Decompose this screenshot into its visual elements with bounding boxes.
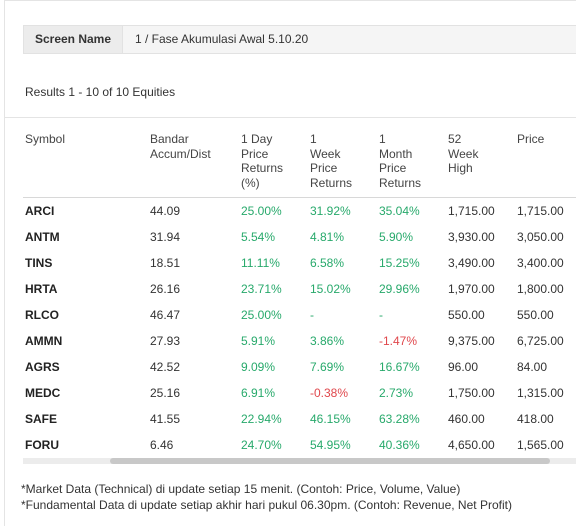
- cell-symbol[interactable]: HRTA: [25, 282, 58, 296]
- cell-bandar: 6.46: [150, 438, 174, 452]
- screen-name-label: Screen Name: [24, 26, 123, 53]
- cell-1day-return: 25.00%: [241, 308, 282, 322]
- cell-symbol[interactable]: ANTM: [25, 230, 60, 244]
- cell-1day-return: 11.11%: [241, 256, 280, 270]
- cell-1month-return: 2.73%: [379, 386, 414, 400]
- header-symbol[interactable]: Symbol: [25, 132, 66, 146]
- header-bandar[interactable]: Bandar Accum/Dist: [150, 132, 211, 161]
- section-divider: [4, 117, 576, 118]
- cell-1month-return: 16.67%: [379, 360, 420, 374]
- cell-1week-return: 7.69%: [310, 360, 345, 374]
- cell-1week-return: 4.81%: [310, 230, 345, 244]
- header-1week-return[interactable]: 1 Week Price Returns: [310, 132, 353, 190]
- cell-1week-return: 3.86%: [310, 334, 345, 348]
- cell-52week-high: 4,650.00: [448, 438, 495, 452]
- cell-symbol[interactable]: RLCO: [25, 308, 59, 322]
- cell-52week-high: 1,750.00: [448, 386, 495, 400]
- cell-1week-return: 15.02%: [310, 282, 351, 296]
- cell-1day-return: 5.91%: [241, 334, 276, 348]
- cell-symbol[interactable]: AGRS: [25, 360, 60, 374]
- cell-1week-return: 31.92%: [310, 204, 351, 218]
- cell-price: 3,400.00: [517, 256, 564, 270]
- cell-52week-high: 1,970.00: [448, 282, 495, 296]
- cell-bandar: 41.55: [150, 412, 181, 426]
- cell-price: 1,800.00: [517, 282, 564, 296]
- cell-symbol[interactable]: AMMN: [25, 334, 63, 348]
- cell-price: 3,050.00: [517, 230, 564, 244]
- cell-1week-return: -: [310, 308, 314, 322]
- cell-symbol[interactable]: FORU: [25, 438, 59, 452]
- fundamental-data-note: *Fundamental Data di update setiap akhir…: [21, 498, 512, 512]
- cell-52week-high: 96.00: [448, 360, 479, 374]
- cell-bandar: 46.47: [150, 308, 181, 322]
- cell-price: 1,715.00: [517, 204, 564, 218]
- cell-bandar: 26.16: [150, 282, 181, 296]
- cell-52week-high: 3,490.00: [448, 256, 495, 270]
- cell-1month-return: -: [379, 308, 383, 322]
- cell-1day-return: 24.70%: [241, 438, 282, 452]
- cell-price: 84.00: [517, 360, 548, 374]
- cell-bandar: 25.16: [150, 386, 181, 400]
- cell-52week-high: 460.00: [448, 412, 485, 426]
- cell-1month-return: 5.90%: [379, 230, 414, 244]
- cell-1month-return: -1.47%: [379, 334, 418, 348]
- cell-52week-high: 9,375.00: [448, 334, 495, 348]
- cell-bandar: 18.51: [150, 256, 181, 270]
- cell-1month-return: 15.25%: [379, 256, 420, 270]
- cell-1day-return: 25.00%: [241, 204, 282, 218]
- cell-1day-return: 6.91%: [241, 386, 276, 400]
- cell-1month-return: 29.96%: [379, 282, 420, 296]
- header-divider: [23, 197, 576, 198]
- cell-bandar: 42.52: [150, 360, 181, 374]
- header-price[interactable]: Price: [517, 132, 545, 146]
- market-data-note: *Market Data (Technical) di update setia…: [21, 482, 461, 496]
- cell-price: 418.00: [517, 412, 554, 426]
- cell-1day-return: 5.54%: [241, 230, 276, 244]
- screener-panel: [4, 0, 576, 526]
- cell-52week-high: 550.00: [448, 308, 485, 322]
- results-count: Results 1 - 10 of 10 Equities: [25, 85, 176, 99]
- cell-price: 550.00: [517, 308, 554, 322]
- cell-1week-return: -0.38%: [310, 386, 349, 400]
- cell-price: 1,565.00: [517, 438, 564, 452]
- cell-1day-return: 23.71%: [241, 282, 282, 296]
- cell-1month-return: 63.28%: [379, 412, 420, 426]
- cell-bandar: 27.93: [150, 334, 181, 348]
- scrollbar-thumb[interactable]: [110, 458, 550, 464]
- cell-1month-return: 40.36%: [379, 438, 420, 452]
- cell-symbol[interactable]: TINS: [25, 256, 53, 270]
- cell-bandar: 44.09: [150, 204, 181, 218]
- cell-bandar: 31.94: [150, 230, 181, 244]
- cell-1day-return: 9.09%: [241, 360, 276, 374]
- cell-1day-return: 22.94%: [241, 412, 282, 426]
- cell-52week-high: 1,715.00: [448, 204, 495, 218]
- cell-symbol[interactable]: ARCI: [25, 204, 55, 218]
- header-1month-return[interactable]: 1 Month Price Returns: [379, 132, 422, 190]
- cell-price: 6,725.00: [517, 334, 564, 348]
- cell-1week-return: 46.15%: [310, 412, 351, 426]
- header-52week-high[interactable]: 52 Week High: [448, 132, 479, 175]
- cell-52week-high: 3,930.00: [448, 230, 495, 244]
- header-1day-return[interactable]: 1 Day Price Returns (%): [241, 132, 284, 190]
- cell-1month-return: 35.04%: [379, 204, 420, 218]
- screen-name-bar: Screen Name 1 / Fase Akumulasi Awal 5.10…: [23, 25, 576, 54]
- cell-symbol[interactable]: SAFE: [25, 412, 58, 426]
- cell-price: 1,315.00: [517, 386, 564, 400]
- cell-1week-return: 54.95%: [310, 438, 351, 452]
- cell-1week-return: 6.58%: [310, 256, 345, 270]
- screen-name-value[interactable]: 1 / Fase Akumulasi Awal 5.10.20: [135, 32, 309, 46]
- cell-symbol[interactable]: MEDC: [25, 386, 61, 400]
